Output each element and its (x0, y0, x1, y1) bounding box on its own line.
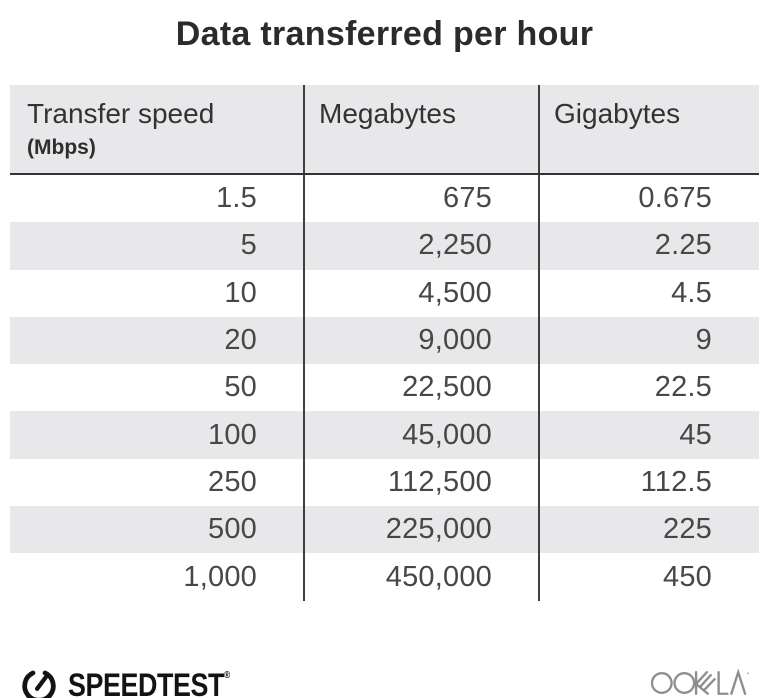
ookla-wordmark (650, 668, 749, 695)
table-cell: 112,500 (303, 458, 538, 507)
table-cell: 0.675 (538, 175, 759, 223)
table-cell: 45,000 (303, 411, 538, 459)
table-cell: 5 (240, 229, 257, 262)
header-gigabytes: Gigabytes (538, 85, 759, 173)
table-header-row: Transfer speed (Mbps) Megabytes Gigabyte… (10, 85, 759, 175)
table-cell: 450 (538, 553, 759, 601)
table-cell: 4.5 (538, 269, 759, 317)
table-cell: 22.5 (538, 364, 759, 412)
table-cell: 45 (538, 411, 759, 459)
table-row: 5 2,250 2.25 (10, 222, 759, 270)
table-cell: 20 (224, 324, 257, 357)
table-row: 1.5 675 0.675 (10, 175, 759, 223)
speedtest-logo: SPEEDTEST® (18, 664, 261, 698)
header-transfer-speed-unit: (Mbps) (27, 136, 96, 159)
table-cell: 675 (303, 175, 538, 223)
page-title: Data transferred per hour (175, 15, 594, 53)
table-cell: 250 (208, 465, 257, 498)
speedtest-wordmark: SPEEDTEST® (68, 666, 231, 698)
table-cell: 100 (208, 418, 257, 451)
table-row: 500 225,000 225 (10, 506, 759, 554)
table-body: 1.5 675 0.675 5 2,250 2.25 10 4,500 4.5 20 9,000 9 5… (10, 175, 759, 601)
table-cell: 1,000 (183, 560, 257, 593)
page: { "title": "Data transferred per hour", … (0, 15, 769, 698)
table-row: 1,000 450,000 450 (10, 553, 759, 601)
ookla-logo (650, 666, 749, 698)
table-row: 10 4,500 4.5 (10, 269, 759, 317)
data-table: Transfer speed (Mbps) Megabytes Gigabyte… (10, 85, 759, 601)
table-row: 50 22,500 22.5 (10, 364, 759, 412)
table-cell: 112.5 (538, 458, 759, 507)
header-megabytes-label: Megabytes (319, 98, 456, 129)
table-cell: 9,000 (303, 316, 538, 365)
table-row: 20 9,000 9 (10, 316, 759, 365)
table-cell: 225 (538, 506, 759, 554)
table-cell: 9 (538, 316, 759, 365)
table-row: 250 112,500 112.5 (10, 458, 759, 507)
header-transfer-speed-label: Transfer speed (27, 98, 215, 129)
table-row: 100 45,000 45 (10, 411, 759, 459)
table-cell: 2.25 (538, 222, 759, 270)
registered-mark-icon: ® (224, 669, 231, 681)
header-gigabytes-label: Gigabytes (554, 98, 681, 129)
header-megabytes: Megabytes (303, 85, 538, 173)
table-cell: 10 (224, 276, 257, 309)
table-cell: 225,000 (303, 506, 538, 554)
speedtest-gauge-icon (22, 670, 56, 698)
table-cell: 1.5 (216, 182, 257, 215)
table-cell: 4,500 (303, 269, 538, 317)
header-transfer-speed: Transfer speed (Mbps) (10, 85, 303, 173)
table-cell: 500 (208, 513, 257, 546)
table-cell: 450,000 (303, 553, 538, 601)
table-cell: 22,500 (303, 364, 538, 412)
table-cell: 2,250 (303, 222, 538, 270)
table-cell: 50 (224, 371, 257, 404)
